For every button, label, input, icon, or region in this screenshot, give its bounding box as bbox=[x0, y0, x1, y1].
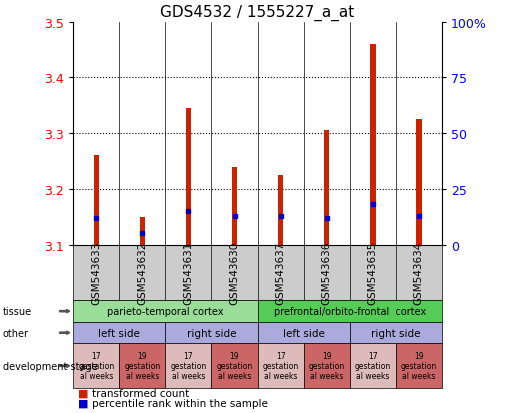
Bar bbox=[232, 167, 237, 245]
Text: GSM543631: GSM543631 bbox=[183, 241, 193, 304]
Text: 19
gestation
al weeks: 19 gestation al weeks bbox=[309, 351, 345, 380]
Text: left side: left side bbox=[283, 328, 325, 338]
Text: percentile rank within the sample: percentile rank within the sample bbox=[92, 398, 268, 408]
Text: other: other bbox=[3, 328, 28, 338]
Text: ■: ■ bbox=[78, 388, 89, 398]
Text: GSM543632: GSM543632 bbox=[137, 241, 147, 304]
Text: GSM543633: GSM543633 bbox=[91, 241, 102, 304]
Bar bbox=[93, 156, 99, 245]
Text: 19
gestation
al weeks: 19 gestation al weeks bbox=[124, 351, 161, 380]
Text: ■: ■ bbox=[78, 398, 89, 408]
Text: 19
gestation
al weeks: 19 gestation al weeks bbox=[216, 351, 252, 380]
Title: GDS4532 / 1555227_a_at: GDS4532 / 1555227_a_at bbox=[161, 5, 355, 21]
Text: GSM543635: GSM543635 bbox=[368, 241, 378, 304]
Text: GSM543630: GSM543630 bbox=[229, 241, 239, 304]
Text: 17
gestation
al weeks: 17 gestation al weeks bbox=[263, 351, 299, 380]
Text: development stage: development stage bbox=[3, 361, 97, 371]
Text: left side: left side bbox=[98, 328, 140, 338]
Text: right side: right side bbox=[187, 328, 236, 338]
Bar bbox=[324, 131, 329, 245]
Text: 19
gestation
al weeks: 19 gestation al weeks bbox=[400, 351, 437, 380]
Text: transformed count: transformed count bbox=[92, 388, 190, 398]
Bar bbox=[186, 109, 191, 245]
Text: tissue: tissue bbox=[3, 306, 32, 316]
Text: parieto-temporal cortex: parieto-temporal cortex bbox=[107, 306, 224, 316]
Bar bbox=[278, 176, 283, 245]
Text: GSM543637: GSM543637 bbox=[276, 241, 286, 304]
Text: right side: right side bbox=[371, 328, 421, 338]
Text: GSM543634: GSM543634 bbox=[414, 241, 424, 304]
Text: 17
gestation
al weeks: 17 gestation al weeks bbox=[170, 351, 207, 380]
Text: GSM543636: GSM543636 bbox=[322, 241, 332, 304]
Text: 17
gestation
al weeks: 17 gestation al weeks bbox=[78, 351, 115, 380]
Bar bbox=[139, 217, 145, 245]
Text: prefrontal/orbito-frontal  cortex: prefrontal/orbito-frontal cortex bbox=[274, 306, 426, 316]
Bar bbox=[416, 120, 422, 245]
Text: 17
gestation
al weeks: 17 gestation al weeks bbox=[355, 351, 391, 380]
Bar bbox=[370, 45, 376, 245]
